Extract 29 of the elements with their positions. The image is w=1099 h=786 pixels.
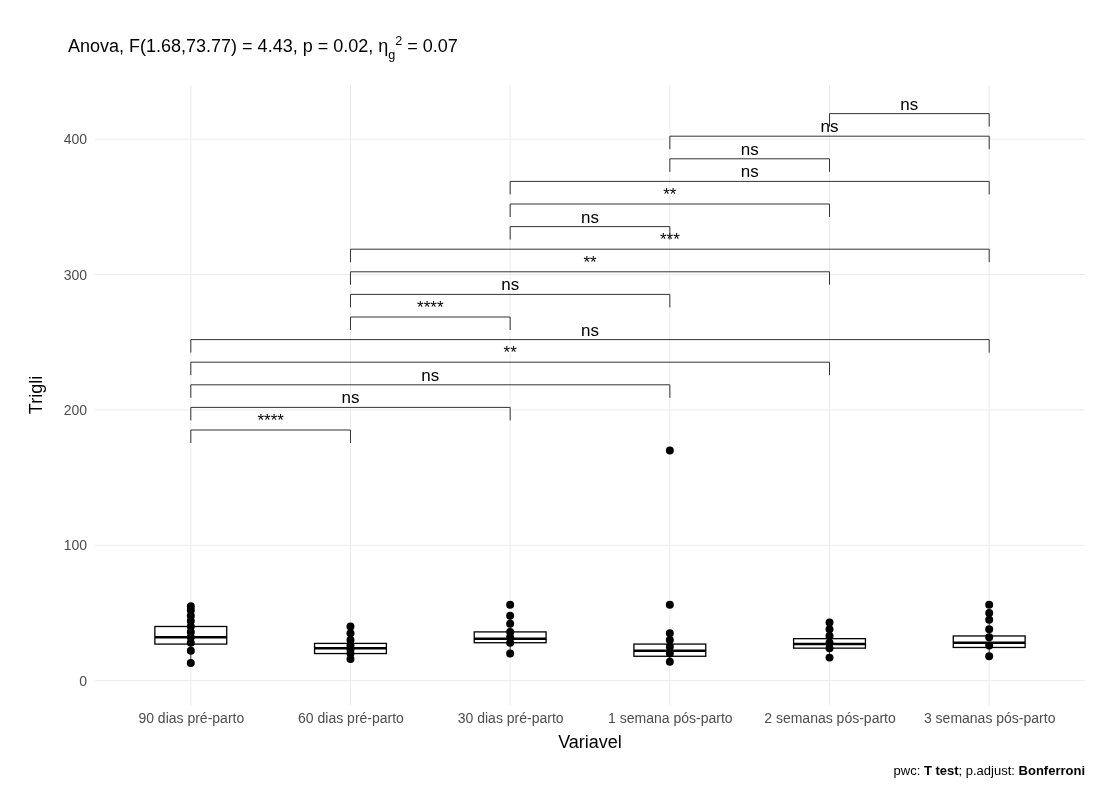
text: pwc: T test; p.adjust: Bonferroni bbox=[893, 763, 1085, 778]
annotation: ** bbox=[583, 252, 597, 272]
annotation: ns bbox=[421, 365, 440, 385]
x-tick-label: 30 dias pré-parto bbox=[457, 709, 564, 726]
annotation: ns bbox=[341, 388, 360, 408]
annotation: **** bbox=[257, 411, 285, 430]
annotation: ns bbox=[501, 275, 520, 295]
x-tick-label: 1 semana pós-parto bbox=[608, 709, 733, 726]
x-tick-label: 2 semanas pós-parto bbox=[764, 709, 896, 726]
y-axis-title: Trigli bbox=[26, 375, 46, 415]
y-tick-label: 0 bbox=[79, 672, 88, 689]
x-tick-label: 90 dias pré-parto bbox=[138, 709, 245, 726]
annotation: ** bbox=[503, 343, 518, 363]
x-tick-label: 60 dias pré-parto bbox=[298, 709, 405, 726]
annotation: ns bbox=[900, 94, 919, 114]
x-tick-label: 3 semanas pós-parto bbox=[923, 709, 1056, 726]
y-tick-label: 300 bbox=[63, 266, 88, 283]
x-axis-title: Variavel bbox=[558, 732, 622, 752]
annotation: ns bbox=[581, 320, 599, 340]
y-tick-label: 400 bbox=[63, 131, 88, 148]
annotation: ** bbox=[663, 185, 677, 204]
y-tick-label: 200 bbox=[63, 401, 88, 418]
y-tick-label: 100 bbox=[63, 537, 88, 554]
annotation: **** bbox=[417, 298, 444, 317]
annotation: ns bbox=[581, 207, 599, 227]
annotation: ns bbox=[820, 117, 839, 137]
annotation: ns bbox=[740, 162, 759, 182]
chart-title: Anova, F(1.68,73.77) = 4.43, p = 0.02, η$_{g}$$^{2}$ = 0.07 bbox=[68, 34, 458, 62]
annotation: ns bbox=[740, 139, 759, 159]
